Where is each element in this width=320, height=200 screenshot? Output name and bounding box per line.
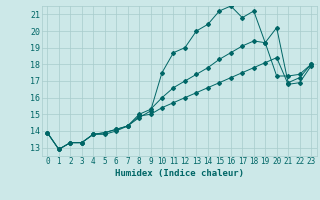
X-axis label: Humidex (Indice chaleur): Humidex (Indice chaleur): [115, 169, 244, 178]
